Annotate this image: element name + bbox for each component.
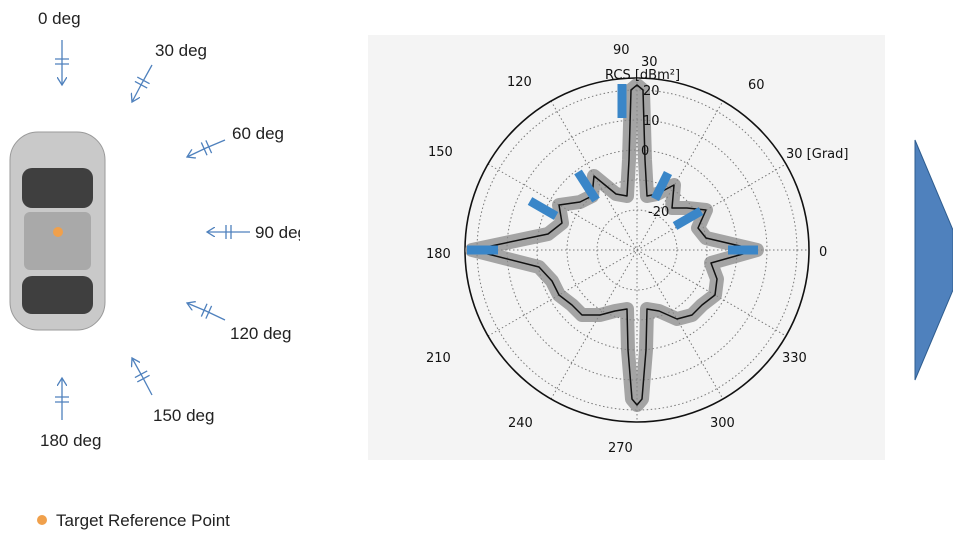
angle-tick-label: 60	[748, 78, 765, 93]
radial-tick-label: 0	[641, 144, 649, 159]
angle-label: 180 deg	[40, 431, 101, 450]
angle-tick-label: 120	[507, 75, 532, 90]
angle-tick-label: 150	[428, 145, 453, 160]
angle-label: 60 deg	[232, 124, 284, 143]
angle-tick-label: 240	[508, 416, 533, 431]
unit-label: RCS [dBm²]	[605, 68, 680, 83]
angle-tick-label: 330	[782, 351, 807, 366]
polar-plot: 0 30 [Grad] 60 90 120 150 180 210 240 27…	[368, 35, 885, 460]
angle-label: 150 deg	[153, 406, 214, 425]
angle-tick-label: 30 [Grad]	[786, 147, 848, 162]
legend: Target Reference Point	[37, 511, 230, 530]
angle-tick-label: 180	[426, 247, 451, 262]
angle-tick-label: 300	[710, 416, 735, 431]
next-arrow	[914, 139, 953, 381]
angle-tick-label: 0	[819, 245, 827, 260]
aspect-arrows	[62, 40, 250, 420]
car-icon	[9, 131, 106, 331]
radial-tick-label: 10	[643, 114, 660, 129]
angle-label: 90 deg	[255, 223, 307, 242]
highlight-bars	[467, 84, 758, 255]
angle-tick-label: 210	[426, 351, 451, 366]
angle-tick-label: 270	[608, 441, 633, 456]
angle-label: 120 deg	[230, 324, 291, 343]
angle-tick-label: 90	[613, 43, 630, 58]
legend-label: Target Reference Point	[56, 511, 230, 530]
radial-tick-label: 20	[643, 84, 660, 99]
left-panel: 0 deg 30 deg 60 deg 90 deg 120 deg 150 d…	[9, 9, 307, 450]
angle-label: 30 deg	[155, 41, 207, 60]
radial-tick-label: -20	[648, 205, 669, 220]
radial-tick-label: 30	[641, 55, 658, 70]
angle-label: 0 deg	[38, 9, 81, 28]
legend-marker	[37, 515, 47, 525]
polar-labels: 0 30 [Grad] 60 90 120 150 180 210 240 27…	[426, 43, 848, 456]
